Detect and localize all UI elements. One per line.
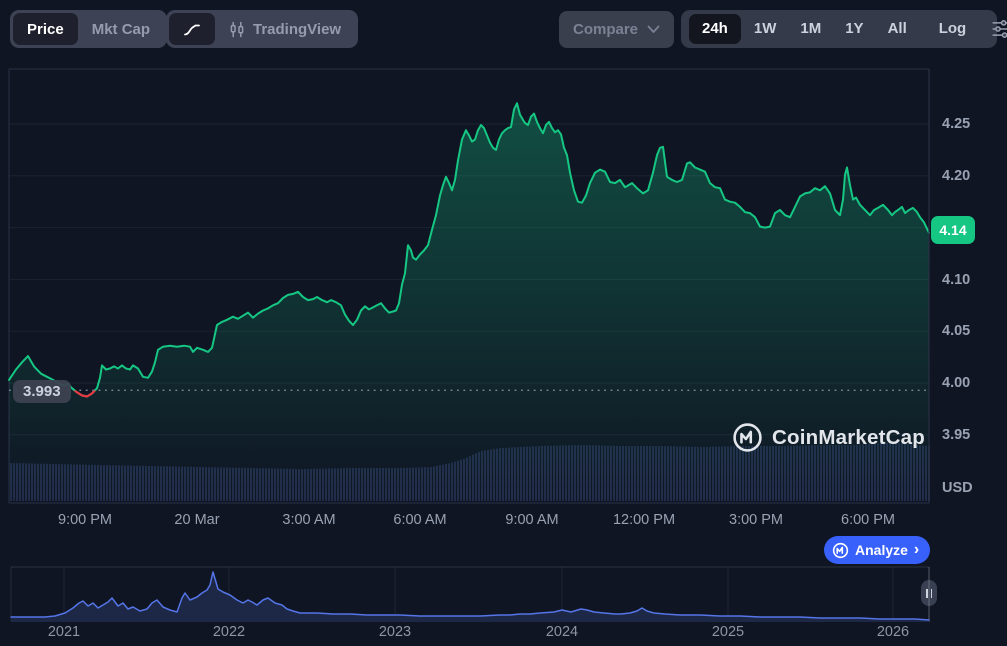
coinmarketcap-watermark: CoinMarketCap	[732, 422, 925, 453]
coinmarketcap-logo-icon	[733, 423, 762, 452]
analyze-button[interactable]: Analyze ›	[824, 536, 931, 564]
tradingview-tab-label: TradingView	[253, 20, 342, 38]
xtick-3pm: 3:00 PM	[729, 512, 783, 528]
year-2021: 2021	[47, 624, 81, 640]
range-24h-button[interactable]: 24h	[689, 14, 741, 44]
open-price-label: 3.993	[13, 380, 71, 403]
chevron-down-icon	[647, 25, 660, 33]
mktcap-tab-label: Mkt Cap	[91, 20, 151, 38]
log-scale-button[interactable]: Log	[938, 20, 967, 37]
ytick-4-25: 4.25	[942, 116, 971, 132]
analyze-cmc-logo-icon	[832, 542, 849, 558]
price-tab[interactable]: Price	[13, 13, 78, 45]
mktcap-tab[interactable]: Mkt Cap	[78, 13, 164, 45]
tradingview-tab[interactable]: TradingView	[215, 13, 355, 45]
compare-dropdown[interactable]: Compare	[559, 11, 675, 48]
ytick-4-00: 4.00	[942, 375, 971, 391]
xtick-3am: 3:00 AM	[282, 512, 336, 528]
ytick-3-95: 3.95	[942, 427, 971, 443]
chart-settings-button[interactable]	[991, 14, 1007, 44]
price-mktcap-toggle: Price Mkt Cap	[10, 10, 168, 48]
chart-type-toggle: TradingView	[166, 10, 359, 48]
compare-dropdown-label: Compare	[573, 21, 639, 38]
chevron-right-icon: ›	[913, 540, 920, 558]
ytick-4-05: 4.05	[942, 323, 971, 339]
range-1y-button[interactable]: 1Y	[845, 20, 864, 37]
year-2026: 2026	[876, 624, 910, 640]
current-price-badge: 4.14	[931, 216, 975, 244]
candlestick-icon	[230, 21, 244, 37]
xtick-20mar: 20 Mar	[174, 512, 220, 528]
ytick-4-20: 4.20	[942, 168, 971, 184]
analyze-button-label: Analyze	[855, 542, 908, 558]
chart-settings-sliders-icon	[992, 20, 1007, 38]
price-tab-label: Price	[27, 20, 64, 38]
xtick-9am: 9:00 AM	[505, 512, 559, 528]
xtick-6am: 6:00 AM	[393, 512, 447, 528]
xtick-6pm: 6:00 PM	[841, 512, 895, 528]
range-1w-button[interactable]: 1W	[753, 20, 777, 37]
year-2023: 2023	[378, 624, 412, 640]
year-2025: 2025	[711, 624, 745, 640]
line-chart-tab[interactable]	[169, 13, 215, 45]
time-range-group: 24h 1W 1M 1Y All Log	[681, 10, 1007, 48]
navigator-range-handle[interactable]	[921, 580, 937, 606]
range-1m-button[interactable]: 1M	[800, 20, 822, 37]
line-chart-icon	[184, 24, 200, 36]
xtick-12pm: 12:00 PM	[612, 512, 676, 528]
year-2022: 2022	[212, 624, 246, 640]
watermark-text: CoinMarketCap	[772, 425, 925, 449]
year-2024: 2024	[545, 624, 579, 640]
range-all-button[interactable]: All	[887, 20, 907, 37]
axis-unit-label: USD	[942, 480, 973, 496]
ytick-4-10: 4.10	[942, 272, 971, 288]
xtick-9pm: 9:00 PM	[58, 512, 112, 528]
